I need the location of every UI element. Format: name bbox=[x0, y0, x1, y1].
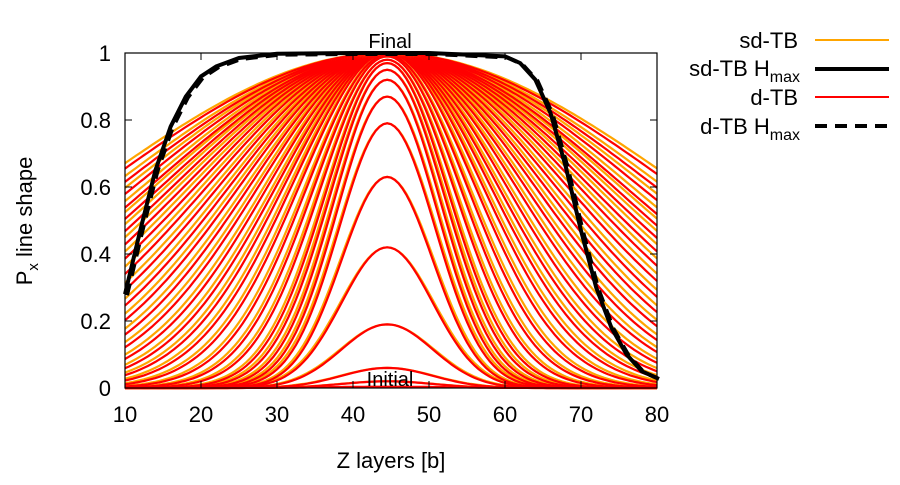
legend-label-1: sd-TB Hmax bbox=[689, 56, 800, 86]
d-tb-curve bbox=[125, 58, 657, 389]
annotation-initial: Initial bbox=[367, 369, 414, 391]
x-tick-label: 50 bbox=[417, 402, 441, 427]
x-tick-label: 10 bbox=[113, 402, 137, 427]
x-tick-label: 30 bbox=[265, 402, 289, 427]
y-tick-label: 0.6 bbox=[80, 175, 111, 200]
y-tick-label: 0.8 bbox=[80, 108, 111, 133]
x-tick-label: 40 bbox=[341, 402, 365, 427]
y-axis-label-rest: line shape bbox=[12, 157, 37, 263]
d-tb-curve bbox=[124, 55, 657, 389]
legend-label-0: sd-TB bbox=[739, 28, 798, 53]
ticks-layer: 10 20 30 40 50 60 70 80 0 0.2 0.4 0.6 0.8 1 bbox=[80, 41, 669, 427]
y-axis-label-sub: x bbox=[25, 263, 42, 271]
y-tick-label: 0 bbox=[99, 376, 111, 401]
legend: sd-TB sd-TB Hmax d-TB d-TB Hmax bbox=[689, 28, 889, 144]
x-tick-label: 70 bbox=[569, 402, 593, 427]
x-tick-label: 20 bbox=[189, 402, 213, 427]
y-axis-label: Px line shape bbox=[12, 157, 42, 286]
y-tick-label: 0.2 bbox=[80, 309, 111, 334]
y-tick-label: 1 bbox=[99, 41, 111, 66]
d-tb-curve bbox=[125, 68, 657, 390]
sd-tb-curve bbox=[124, 51, 658, 336]
y-axis-label-main: P bbox=[12, 271, 37, 286]
curves-layer bbox=[123, 51, 660, 390]
x-tick-label: 80 bbox=[645, 402, 669, 427]
legend-label-3: d-TB Hmax bbox=[700, 114, 800, 144]
x-tick-label: 60 bbox=[493, 402, 517, 427]
legend-label-2: d-TB bbox=[750, 85, 798, 110]
annotation-final: Final bbox=[368, 31, 411, 53]
plot-frame bbox=[124, 52, 658, 389]
y-tick-label: 0.4 bbox=[80, 242, 111, 267]
x-axis-label: Z layers [b] bbox=[337, 448, 446, 473]
d-tb-curve bbox=[125, 61, 657, 390]
d-tb-hmax-curve bbox=[125, 52, 660, 381]
